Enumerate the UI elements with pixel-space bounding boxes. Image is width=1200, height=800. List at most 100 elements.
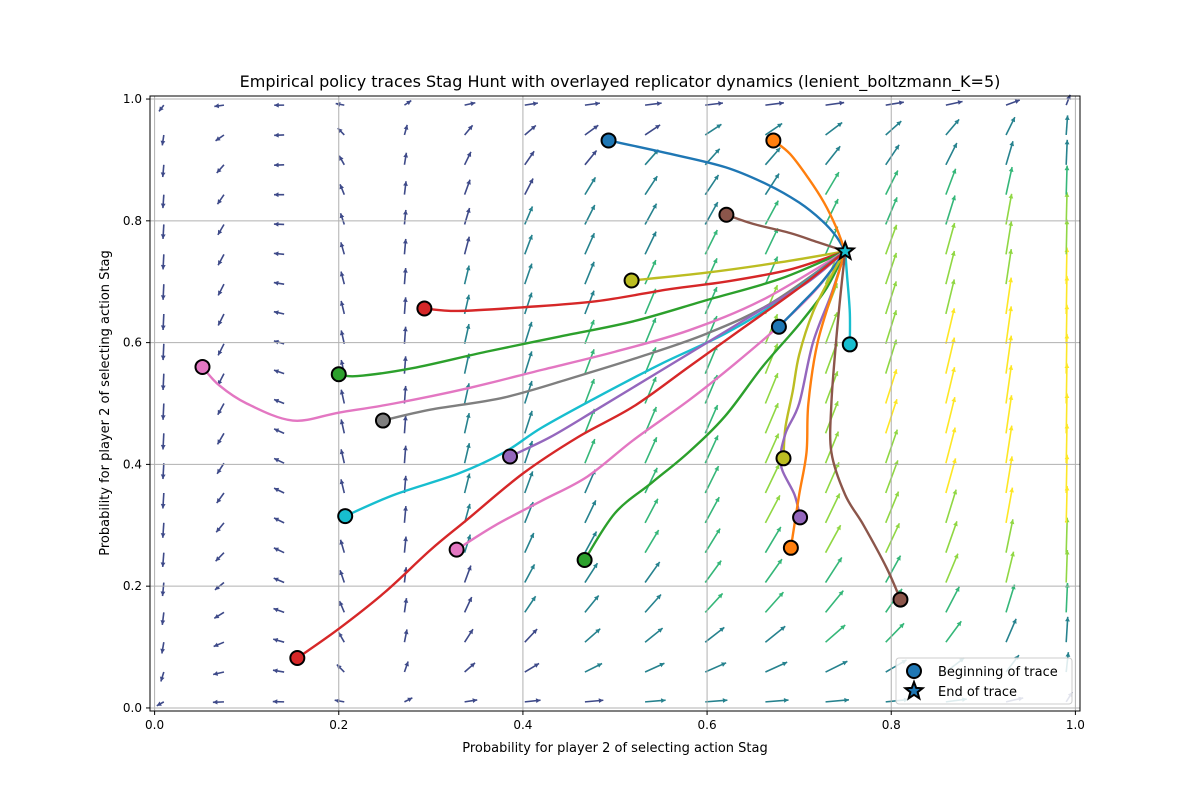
x-tick-label: 0.0: [145, 718, 164, 732]
field-arrow-shaft: [884, 460, 899, 494]
field-arrow-head: [840, 624, 846, 630]
field-arrow: [1005, 425, 1014, 464]
x-tick-label: 0.8: [882, 718, 901, 732]
field-arrow: [825, 121, 843, 136]
field-arrow: [464, 698, 478, 703]
field-arrow: [274, 162, 285, 168]
field-arrow: [402, 238, 408, 255]
field-arrow-head: [893, 197, 898, 203]
field-arrow: [824, 524, 842, 554]
field-arrow: [704, 123, 722, 136]
field-arrow-head: [652, 203, 657, 209]
field-arrow: [644, 561, 661, 583]
trace-begin-marker: [892, 591, 909, 608]
field-arrow-head: [834, 401, 839, 407]
field-arrow-head: [1008, 335, 1014, 341]
field-arrow-head: [404, 661, 409, 667]
field-arrow: [216, 462, 225, 475]
field-arrow-shaft: [824, 462, 840, 494]
field-arrow-head: [339, 300, 345, 306]
field-arrow-head: [402, 356, 408, 361]
field-arrow-head: [655, 561, 660, 568]
field-arrow-shaft: [1005, 193, 1013, 225]
field-arrow-head: [160, 620, 166, 625]
field-arrow-head: [403, 124, 409, 130]
field-arrow-head: [215, 136, 221, 141]
trace-begin-marker: [330, 366, 347, 383]
field-arrow: [704, 528, 721, 554]
field-arrow: [274, 102, 285, 108]
field-arrow: [403, 181, 408, 195]
field-arrow: [273, 428, 285, 435]
field-arrow-head: [465, 324, 471, 329]
field-arrow-shaft: [644, 436, 658, 464]
field-arrow: [338, 155, 345, 166]
field-arrow-head: [402, 326, 408, 332]
field-arrow-head: [273, 251, 279, 257]
field-arrow-head: [713, 435, 719, 441]
field-arrow: [463, 323, 471, 344]
field-arrow: [764, 122, 783, 136]
field-arrow: [403, 152, 409, 165]
field-arrow: [945, 397, 957, 434]
field-arrow-head: [466, 179, 471, 185]
field-arrow-shaft: [824, 493, 841, 524]
field-arrow: [339, 300, 346, 315]
field-arrow-head: [465, 443, 471, 449]
field-arrow: [160, 284, 166, 300]
field-arrow-head: [339, 330, 345, 336]
field-arrow: [584, 628, 601, 643]
field-arrow: [584, 124, 599, 136]
field-arrow: [402, 326, 408, 344]
field-arrow: [335, 102, 345, 107]
field-arrow: [644, 101, 662, 107]
field-arrow-head: [339, 570, 344, 576]
x-tick-label: 0.4: [513, 718, 532, 732]
field-arrow: [1005, 99, 1021, 106]
field-arrow-head: [156, 701, 162, 706]
field-arrow: [215, 522, 225, 533]
field-arrow-shaft: [1005, 365, 1013, 404]
field-arrow: [885, 144, 900, 166]
field-arrow: [273, 251, 285, 257]
field-arrow: [704, 560, 722, 583]
field-arrow: [215, 552, 225, 562]
field-arrow-head: [892, 369, 898, 375]
field-arrow-head: [160, 648, 166, 654]
field-arrow: [584, 176, 597, 196]
field-arrow-head: [773, 256, 778, 262]
field-arrow-head: [953, 553, 959, 559]
field-arrow: [584, 378, 595, 404]
field-arrow-head: [652, 377, 657, 383]
field-arrow-shaft: [824, 226, 839, 255]
field-arrow: [945, 367, 956, 404]
field-arrow-head: [403, 598, 409, 603]
field-arrow: [216, 432, 225, 445]
trace-line: [777, 250, 847, 328]
field-arrow: [524, 532, 535, 554]
field-arrow-head: [273, 517, 280, 523]
field-arrow: [1005, 277, 1013, 315]
field-arrow-head: [892, 281, 898, 287]
field-arrow-head: [273, 280, 279, 286]
field-arrow-shaft: [1005, 335, 1013, 374]
field-arrow-head: [775, 495, 780, 501]
field-arrow: [644, 662, 665, 673]
field-arrow-shaft: [1005, 277, 1013, 315]
field-arrow-head: [1009, 519, 1015, 525]
field-arrow-head: [402, 385, 408, 391]
field-arrow-shaft: [644, 317, 657, 345]
field-arrow-head: [160, 234, 166, 239]
field-arrow: [273, 577, 285, 584]
field-arrow-head: [779, 100, 784, 106]
field-arrow: [764, 147, 781, 166]
field-arrow: [704, 662, 727, 673]
field-arrow-head: [216, 168, 222, 174]
trace-begin-marker: [502, 448, 519, 465]
field-arrow: [1005, 166, 1014, 195]
field-arrow-head: [336, 664, 342, 670]
field-arrow: [644, 593, 662, 613]
field-arrow-head: [842, 661, 848, 666]
field-arrow-head: [160, 444, 166, 450]
field-arrow-head: [1009, 487, 1014, 493]
